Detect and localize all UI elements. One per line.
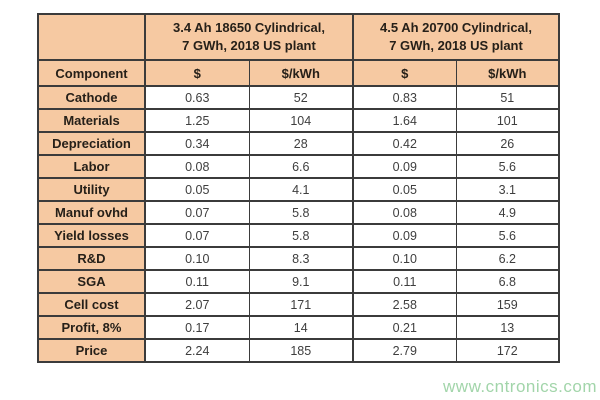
- component-cell: Cell cost: [38, 292, 145, 317]
- component-cell: Utility: [38, 177, 145, 202]
- value-cell: 104: [248, 108, 354, 133]
- column-header-row: Component $ $/kWh $ $/kWh: [38, 59, 560, 87]
- value-cell: 0.07: [144, 223, 249, 248]
- group-header-line: 4.5 Ah 20700 Cylindrical,: [380, 20, 533, 36]
- group-header-line: 3.4 Ah 18650 Cylindrical,: [173, 20, 325, 36]
- value-cell: 0.05: [352, 177, 457, 202]
- group-header-18650: 3.4 Ah 18650 Cylindrical, 7 GWh, 2018 US…: [143, 13, 354, 61]
- value-cell: 0.34: [144, 131, 249, 156]
- value-cell: 0.08: [144, 154, 249, 179]
- value-cell: 0.09: [352, 223, 457, 248]
- table-row: Cell cost 2.07 171 2.58 159: [38, 292, 560, 317]
- column-header-dollar-2: $: [352, 59, 457, 87]
- blank-corner-cell: [38, 13, 145, 61]
- group-header-row: 3.4 Ah 18650 Cylindrical, 7 GWh, 2018 US…: [38, 13, 560, 61]
- value-cell: 0.07: [144, 200, 249, 225]
- value-cell: 6.8: [455, 269, 560, 294]
- value-cell: 0.21: [352, 315, 457, 340]
- component-cell: Depreciation: [38, 131, 145, 156]
- component-cell: Price: [38, 338, 145, 363]
- value-cell: 14: [248, 315, 354, 340]
- value-cell: 185: [248, 338, 354, 363]
- value-cell: 1.64: [352, 108, 457, 133]
- table-row: Manuf ovhd 0.07 5.8 0.08 4.9: [38, 200, 560, 225]
- value-cell: 52: [248, 85, 354, 110]
- component-cell: Materials: [38, 108, 145, 133]
- table-row: Profit, 8% 0.17 14 0.21 13: [38, 315, 560, 340]
- value-cell: 5.8: [248, 223, 354, 248]
- value-cell: 13: [455, 315, 560, 340]
- value-cell: 0.09: [352, 154, 457, 179]
- value-cell: 5.6: [455, 223, 560, 248]
- value-cell: 4.9: [455, 200, 560, 225]
- value-cell: 8.3: [248, 246, 354, 271]
- value-cell: 5.8: [248, 200, 354, 225]
- value-cell: 159: [455, 292, 560, 317]
- table-row: Cathode 0.63 52 0.83 51: [38, 85, 560, 110]
- value-cell: 2.79: [352, 338, 457, 363]
- value-cell: 101: [455, 108, 560, 133]
- table-body: Cathode 0.63 52 0.83 51 Materials 1.25 104 1.64 1…: [38, 85, 560, 363]
- column-header-component: Component: [38, 59, 145, 87]
- value-cell: 5.6: [455, 154, 560, 179]
- value-cell: 0.63: [144, 85, 249, 110]
- value-cell: 0.11: [352, 269, 457, 294]
- value-cell: 0.83: [352, 85, 457, 110]
- column-header-dollar-per-kwh-1: $/kWh: [248, 59, 354, 87]
- value-cell: 171: [248, 292, 354, 317]
- value-cell: 51: [455, 85, 560, 110]
- column-header-dollar-1: $: [144, 59, 249, 87]
- value-cell: 28: [248, 131, 354, 156]
- value-cell: 0.10: [144, 246, 249, 271]
- table-row: Depreciation 0.34 28 0.42 26: [38, 131, 560, 156]
- component-cell: SGA: [38, 269, 145, 294]
- component-cell: Profit, 8%: [38, 315, 145, 340]
- battery-cost-table: 3.4 Ah 18650 Cylindrical, 7 GWh, 2018 US…: [37, 13, 561, 363]
- group-header-20700: 4.5 Ah 20700 Cylindrical, 7 GWh, 2018 US…: [352, 13, 560, 61]
- table-row: R&D 0.10 8.3 0.10 6.2: [38, 246, 560, 271]
- value-cell: 0.42: [352, 131, 457, 156]
- table-row: Materials 1.25 104 1.64 101: [38, 108, 560, 133]
- component-cell: Cathode: [38, 85, 145, 110]
- value-cell: 0.11: [144, 269, 249, 294]
- component-cell: R&D: [38, 246, 145, 271]
- value-cell: 0.10: [352, 246, 457, 271]
- group-header-line: 7 GWh, 2018 US plant: [182, 38, 316, 53]
- component-cell: Yield losses: [38, 223, 145, 248]
- value-cell: 6.6: [248, 154, 354, 179]
- value-cell: 172: [455, 338, 560, 363]
- table-row: Yield losses 0.07 5.8 0.09 5.6: [38, 223, 560, 248]
- value-cell: 6.2: [455, 246, 560, 271]
- component-cell: Manuf ovhd: [38, 200, 145, 225]
- value-cell: 2.24: [144, 338, 249, 363]
- watermark: www.cntronics.com: [443, 377, 597, 396]
- group-header-line: 7 GWh, 2018 US plant: [389, 38, 523, 53]
- value-cell: 9.1: [248, 269, 354, 294]
- table-row: SGA 0.11 9.1 0.11 6.8: [38, 269, 560, 294]
- table-row: Price 2.24 185 2.79 172: [38, 338, 560, 363]
- component-cell: Labor: [38, 154, 145, 179]
- value-cell: 2.58: [352, 292, 457, 317]
- value-cell: 0.05: [144, 177, 249, 202]
- value-cell: 0.08: [352, 200, 457, 225]
- value-cell: 3.1: [455, 177, 560, 202]
- value-cell: 26: [455, 131, 560, 156]
- column-header-dollar-per-kwh-2: $/kWh: [455, 59, 560, 87]
- value-cell: 0.17: [144, 315, 249, 340]
- value-cell: 1.25: [144, 108, 249, 133]
- value-cell: 4.1: [248, 177, 354, 202]
- value-cell: 2.07: [144, 292, 249, 317]
- table-row: Utility 0.05 4.1 0.05 3.1: [38, 177, 560, 202]
- table-row: Labor 0.08 6.6 0.09 5.6: [38, 154, 560, 179]
